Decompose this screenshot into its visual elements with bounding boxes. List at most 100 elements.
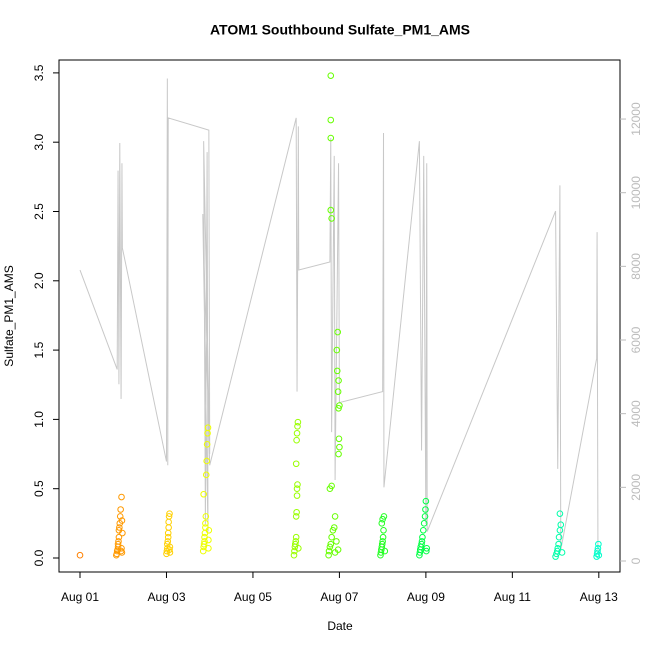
y2-tick-label: 4000 [629,400,643,427]
data-point [164,533,172,541]
data-point [381,547,389,555]
data-point [554,547,561,555]
data-point [328,533,335,541]
x-tick-label: Aug 07 [320,590,358,604]
data-point [116,513,124,520]
data-point [333,346,341,354]
data-point [420,520,428,527]
data-point [204,424,212,432]
data-point [327,134,335,142]
y-tick-label: 3.0 [32,134,46,151]
data-point [335,405,342,412]
data-point [205,544,212,552]
data-point [293,508,300,516]
data-point [294,481,301,488]
data-point [165,518,172,526]
data-point [117,506,124,513]
data-point [118,544,125,552]
data-point [334,546,342,553]
x-tick-label: Aug 11 [494,590,531,604]
data-point [330,524,338,531]
x-tick-label: Aug 09 [407,590,445,604]
data-point [165,513,173,520]
data-point [336,402,343,409]
y2-tick-label: 2000 [629,474,643,501]
data-point [327,116,335,124]
x-axis-label: Date [327,619,353,633]
data-point [555,540,562,548]
data-point [292,460,300,468]
data-point [419,526,427,534]
data-point [202,513,210,520]
data-point [325,547,333,555]
data-point [119,529,126,537]
data-point [333,538,340,545]
y2-tick-label: 12000 [629,102,643,136]
data-point [292,538,300,545]
y-tick-label: 0.5 [32,480,46,497]
data-point [118,517,126,524]
data-point [327,206,335,214]
data-point [164,538,172,545]
y-tick-label: 3.5 [32,64,46,81]
data-point [328,215,335,222]
data-point [295,544,302,552]
data-point [328,482,335,490]
data-point [166,546,173,553]
data-point [595,540,602,548]
data-point [558,549,566,556]
data-point [294,418,302,426]
data-point [166,549,174,556]
y2-tick-label: 6000 [629,326,643,353]
data-point [557,521,565,529]
data-point [336,443,343,451]
y2-tick-label: 8000 [629,253,643,280]
data-point [378,540,386,548]
data-point [115,538,122,545]
data-point [554,544,562,552]
data-point [331,513,339,520]
data-point [118,549,126,556]
y-tick-label: 2.5 [32,203,46,220]
data-point [595,551,603,559]
chart-title: ATOM1 Southbound Sulfate_PM1_AMS [210,22,470,38]
data-point [335,435,343,443]
data-point [290,551,298,559]
y-axis-label: Sulfate_PM1_AMS [2,265,16,366]
data-point [201,529,209,537]
data-point [115,533,123,541]
data-point [293,429,301,437]
y-tick-label: 2.0 [32,272,46,289]
y2-tick-label: 0 [629,557,643,564]
data-point [594,544,602,552]
data-point [555,533,563,541]
y-tick-label: 1.0 [32,411,46,428]
x-tick-label: Aug 05 [234,590,272,604]
data-point [292,540,299,548]
data-point [556,526,564,534]
data-point [379,533,387,541]
data-point [594,547,601,555]
data-point [418,540,425,548]
data-point [380,513,388,520]
x-tick-label: Aug 13 [580,590,618,604]
data-point [378,520,386,527]
altitude-line [79,78,599,554]
data-point [116,524,123,531]
data-point [201,538,208,545]
data-point [422,506,429,513]
data-point [200,540,208,548]
data-point [335,377,342,384]
data-point [292,513,300,520]
data-point [203,441,211,448]
data-point [164,529,172,537]
data-point [419,533,426,541]
data-point [76,551,84,559]
data-point [327,540,335,548]
data-point [423,544,431,552]
y-tick-label: 1.5 [32,341,46,358]
data-point [421,513,429,520]
data-point [422,497,430,505]
data-point [166,510,173,517]
